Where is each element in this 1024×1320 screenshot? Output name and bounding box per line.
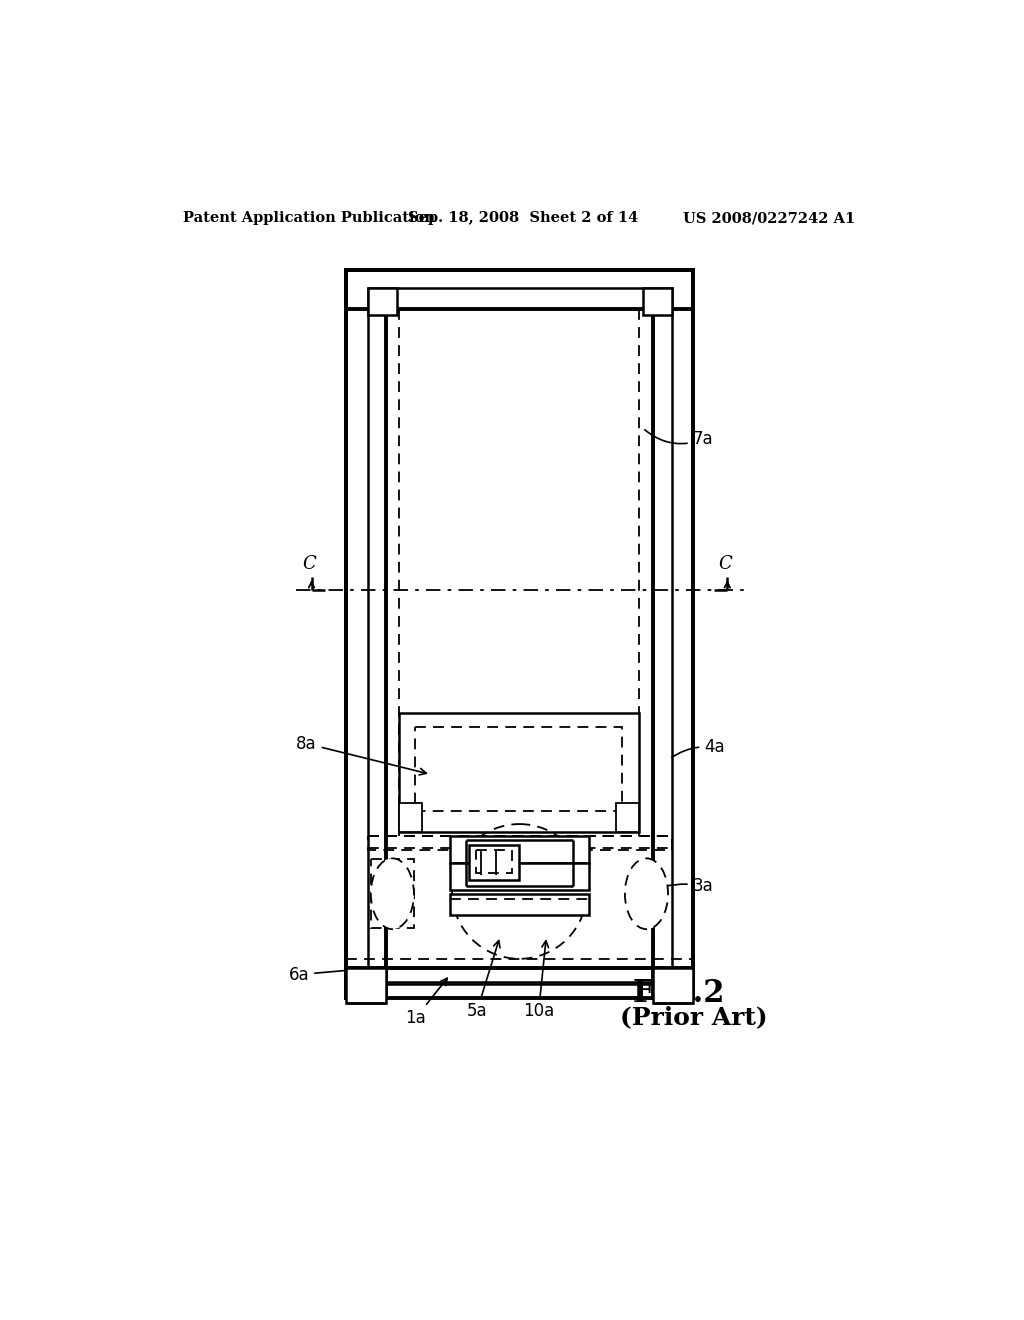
Bar (368, 836, 672, 850)
Bar (398, 713, 639, 832)
Bar (469, 845, 519, 880)
Bar (451, 863, 589, 890)
Bar (416, 726, 622, 812)
Bar (643, 288, 672, 314)
Ellipse shape (625, 858, 668, 929)
Bar (615, 803, 639, 832)
Text: 7a: 7a (645, 430, 714, 449)
Text: C: C (718, 554, 732, 573)
Text: 8a: 8a (296, 735, 426, 775)
Bar (368, 288, 672, 982)
Bar (346, 271, 692, 309)
Bar (368, 288, 397, 314)
Bar (652, 969, 692, 1003)
Bar (451, 836, 589, 863)
Bar (475, 850, 512, 873)
Text: 6a: 6a (289, 966, 383, 983)
Bar (346, 271, 386, 998)
Text: 4a: 4a (672, 738, 725, 758)
Text: US 2008/0227242 A1: US 2008/0227242 A1 (683, 211, 856, 226)
Bar (398, 803, 422, 832)
Bar (371, 859, 414, 928)
Text: (Prior Art): (Prior Art) (621, 1006, 768, 1030)
Text: 3a: 3a (641, 876, 714, 896)
Bar (652, 271, 692, 998)
Text: C: C (302, 554, 316, 573)
Bar (346, 969, 386, 1003)
Text: 1a: 1a (406, 978, 447, 1027)
Bar (451, 894, 589, 915)
Ellipse shape (371, 858, 414, 929)
Text: FIG.2: FIG.2 (633, 978, 725, 1010)
Text: 10a: 10a (523, 941, 554, 1019)
Text: Sep. 18, 2008  Sheet 2 of 14: Sep. 18, 2008 Sheet 2 of 14 (408, 211, 638, 226)
Text: 5a: 5a (467, 941, 500, 1019)
Text: Patent Application Publication: Patent Application Publication (183, 211, 435, 226)
Bar (346, 271, 692, 998)
